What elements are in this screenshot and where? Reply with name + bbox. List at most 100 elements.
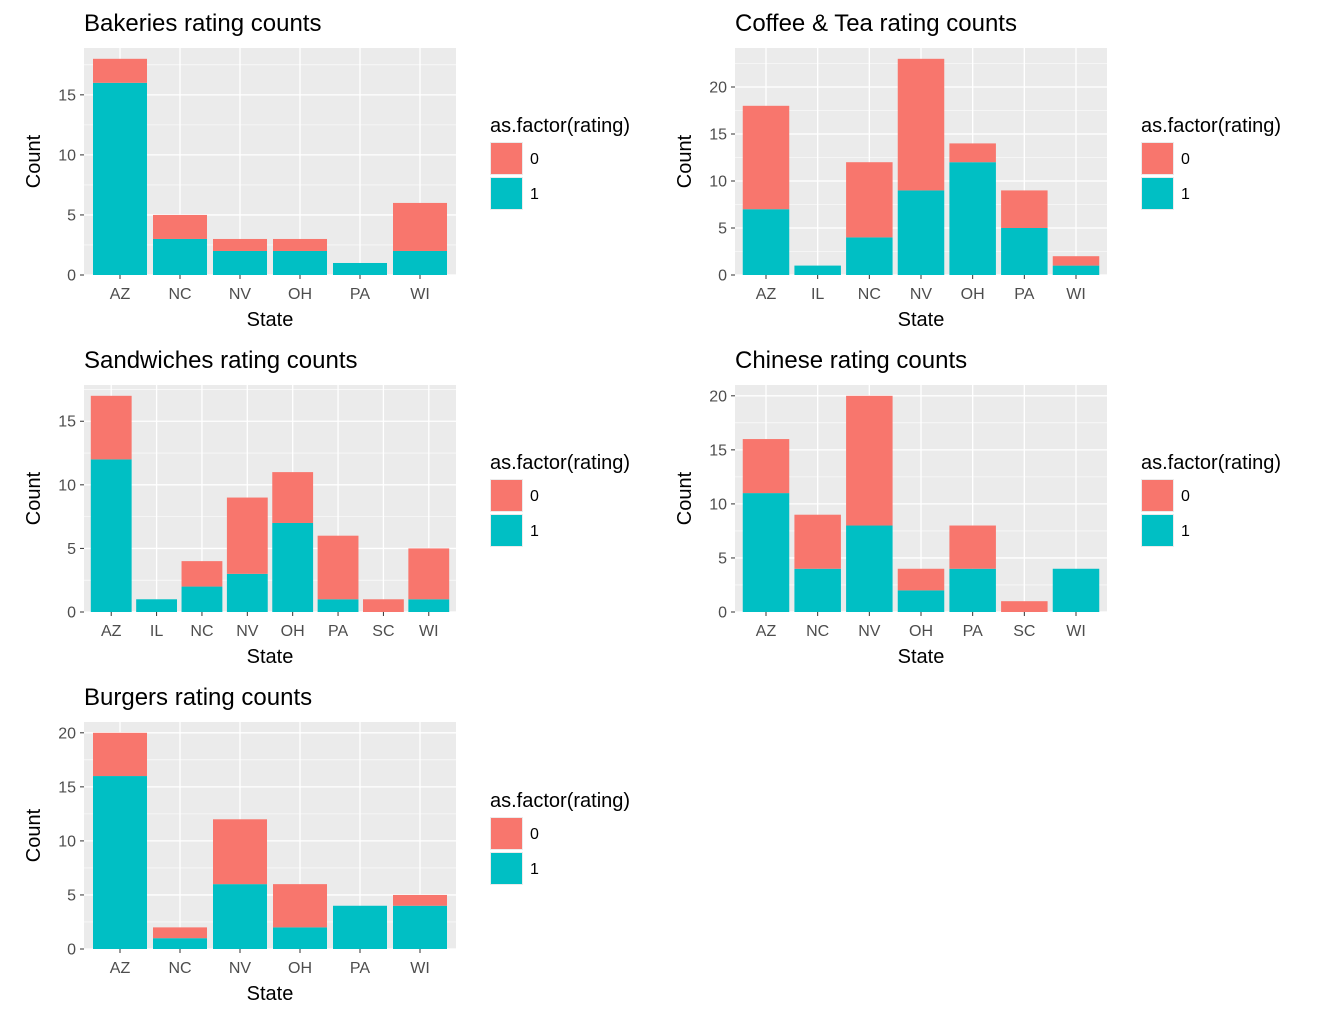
x-tick-label: NV — [229, 286, 252, 303]
bar-segment-1-pa — [333, 905, 387, 949]
y-axis-title: Count — [674, 471, 696, 525]
x-tick-label: OH — [281, 623, 305, 640]
x-axis-title: State — [898, 646, 945, 668]
x-tick-label: SC — [1013, 623, 1035, 640]
y-tick-label: 5 — [718, 221, 727, 238]
legend-title: as.factor(rating) — [490, 452, 630, 474]
y-axis-title: Count — [23, 471, 45, 525]
bar-segment-0-oh — [949, 143, 996, 163]
y-tick-label: 15 — [58, 779, 76, 796]
bar-segment-0-nc — [153, 927, 207, 939]
bar-segment-1-oh — [949, 162, 996, 275]
legend-label-1: 1 — [530, 523, 539, 540]
x-tick-label: PA — [963, 623, 983, 640]
legend-label-0: 0 — [1181, 151, 1190, 168]
bar-segment-1-oh — [273, 250, 327, 275]
legend-label-0: 0 — [530, 488, 539, 505]
bar-segment-0-pa — [949, 525, 996, 569]
y-tick-label: 10 — [58, 833, 76, 850]
bar-segment-1-wi — [408, 599, 450, 612]
y-tick-label: 5 — [67, 541, 76, 558]
legend-key-0 — [491, 818, 522, 849]
bar-segment-1-il — [794, 265, 841, 275]
legend-key-0 — [491, 480, 522, 511]
x-tick-label: PA — [350, 286, 370, 303]
legend-key-1 — [491, 515, 522, 546]
bar-segment-1-nc — [153, 238, 207, 275]
x-tick-label: NV — [858, 623, 881, 640]
x-tick-label: AZ — [110, 286, 131, 303]
x-tick-label: WI — [1066, 286, 1086, 303]
bar-segment-0-az — [742, 439, 790, 494]
y-tick-label: 15 — [709, 127, 727, 144]
x-tick-label: OH — [288, 286, 312, 303]
bar-segment-0-wi — [393, 894, 447, 906]
chart-title: Sandwiches rating counts — [84, 347, 358, 374]
bar-segment-1-nv — [213, 884, 267, 949]
bar-segment-0-wi — [1052, 256, 1100, 266]
bar-segment-1-nv — [213, 250, 267, 275]
bar-segment-0-az — [90, 395, 132, 460]
legend-title: as.factor(rating) — [1141, 452, 1281, 474]
bar-segment-0-sc — [363, 599, 404, 612]
bar-segment-1-pa — [949, 568, 996, 612]
bar-segment-0-pa — [1001, 190, 1048, 229]
chart-title: Coffee & Tea rating counts — [735, 10, 1017, 37]
x-tick-label: IL — [150, 623, 163, 640]
chart-title: Bakeries rating counts — [84, 10, 321, 37]
bar-segment-0-az — [742, 105, 790, 210]
x-axis-title: State — [898, 309, 945, 331]
legend-title: as.factor(rating) — [490, 790, 630, 812]
bar-segment-0-oh — [273, 238, 327, 251]
legend-title: as.factor(rating) — [1141, 115, 1281, 137]
x-tick-label: NC — [168, 286, 191, 303]
legend-label-1: 1 — [1181, 523, 1190, 540]
y-tick-label: 5 — [67, 207, 76, 224]
bar-segment-1-wi — [1052, 568, 1100, 612]
x-tick-label: NV — [910, 286, 933, 303]
bar-segment-0-oh — [273, 884, 327, 928]
y-tick-label: 15 — [709, 442, 727, 459]
chart-title: Chinese rating counts — [735, 347, 967, 374]
bar-segment-0-oh — [272, 472, 314, 523]
y-axis-title: Count — [674, 134, 696, 188]
legend: as.factor(rating) 0 1 — [1141, 452, 1281, 547]
legend-label-0: 0 — [530, 826, 539, 843]
bar-segment-1-nv — [897, 190, 945, 275]
y-tick-label: 0 — [67, 942, 76, 959]
legend-key-1 — [1142, 178, 1173, 209]
x-tick-label: NC — [168, 960, 191, 977]
bar-segment-0-nv — [213, 238, 267, 251]
legend-label-1: 1 — [530, 861, 539, 878]
bar-segment-1-az — [90, 459, 132, 612]
legend-label-1: 1 — [530, 186, 539, 203]
bar-segment-1-nv — [846, 525, 893, 612]
y-tick-label: 15 — [58, 87, 76, 104]
y-tick-label: 10 — [709, 496, 727, 513]
y-tick-label: 10 — [709, 174, 727, 191]
bar-segment-1-wi — [1052, 265, 1100, 275]
x-tick-label: NC — [806, 623, 829, 640]
x-tick-label: IL — [811, 286, 824, 303]
bar-segment-0-wi — [408, 548, 450, 600]
y-axis-title: Count — [23, 134, 45, 188]
legend-label-1: 1 — [1181, 186, 1190, 203]
y-tick-label: 10 — [58, 477, 76, 494]
x-tick-label: OH — [288, 960, 312, 977]
x-axis-title: State — [247, 646, 294, 668]
panel-background — [84, 385, 456, 612]
legend-key-0 — [1142, 143, 1173, 174]
bar-segment-0-sc — [1001, 601, 1048, 612]
bar-segment-1-az — [93, 82, 147, 275]
legend: as.factor(rating) 0 1 — [490, 452, 630, 547]
bar-segment-0-nc — [846, 162, 893, 238]
bar-segment-0-nv — [226, 497, 268, 574]
x-tick-label: NC — [858, 286, 881, 303]
bar-segment-0-oh — [897, 568, 945, 591]
legend-key-1 — [491, 853, 522, 884]
